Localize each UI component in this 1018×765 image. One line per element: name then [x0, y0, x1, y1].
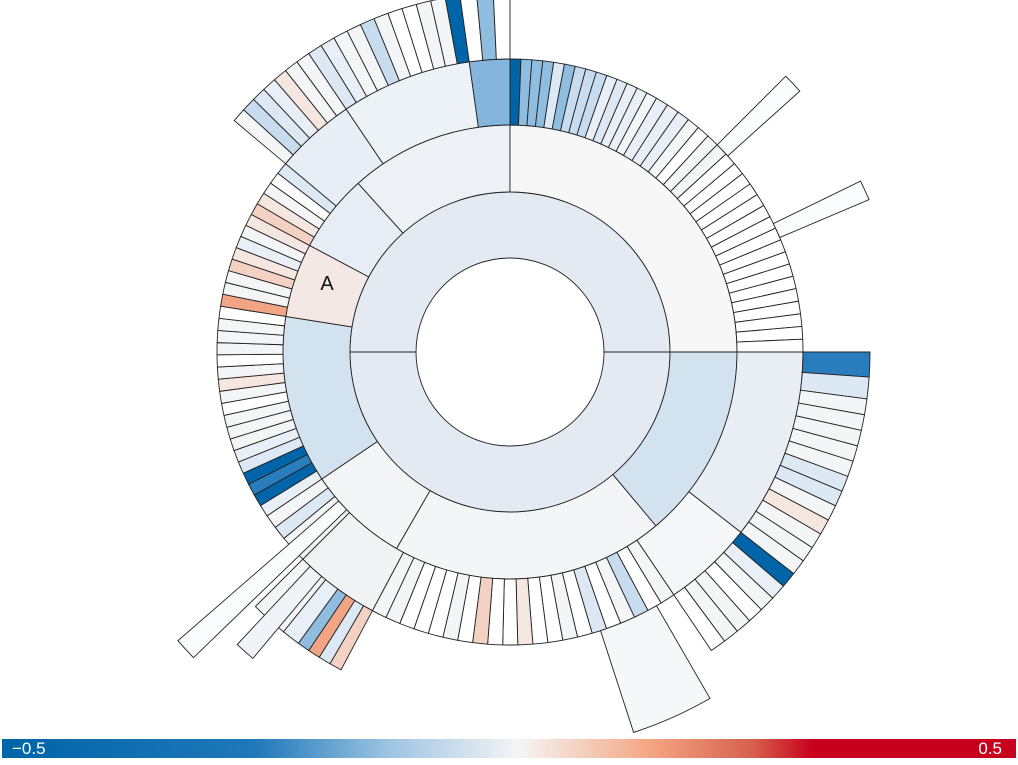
leaf-segment: [502, 578, 519, 646]
leaf-segment: [716, 75, 801, 157]
leaf-segment: [599, 605, 711, 733]
leaf-segment: [277, 163, 337, 215]
leaf-segment: [371, 551, 415, 619]
leaf-segment: [236, 565, 323, 660]
color-scale-min-label: −0.5: [12, 739, 46, 758]
leaf-segment: [177, 500, 348, 659]
sector-label-a: A: [320, 273, 334, 295]
color-scale-max-label: 0.5: [978, 739, 1002, 758]
leaf-segment: [736, 338, 804, 353]
leaf-segment: [493, 0, 511, 60]
leaf-segment: [772, 180, 870, 239]
color-scale-bar: −0.5 0.5: [2, 739, 1016, 758]
